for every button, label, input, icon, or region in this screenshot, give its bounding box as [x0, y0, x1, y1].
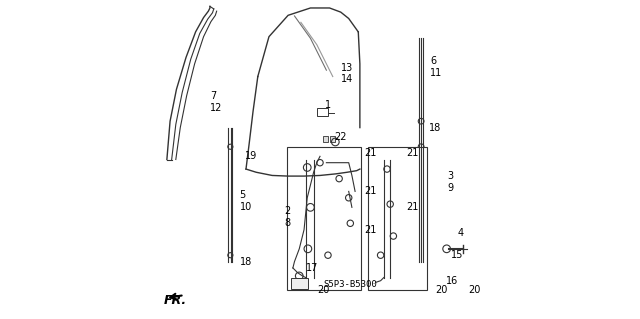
Text: 5
10: 5 10: [239, 190, 252, 212]
FancyBboxPatch shape: [291, 278, 308, 289]
Text: 19: 19: [245, 151, 257, 161]
Text: 4: 4: [457, 228, 463, 238]
Text: S5P3-B5300: S5P3-B5300: [323, 280, 377, 289]
Text: 1: 1: [324, 100, 331, 110]
Text: 20: 20: [468, 285, 481, 295]
Text: 15: 15: [451, 250, 463, 260]
Text: 13
14: 13 14: [340, 63, 353, 84]
Text: 20: 20: [435, 285, 447, 295]
Text: 2
8: 2 8: [284, 206, 291, 228]
Text: 21: 21: [406, 202, 419, 212]
FancyBboxPatch shape: [317, 108, 328, 116]
Text: 20: 20: [317, 285, 329, 295]
Text: 6
11: 6 11: [430, 56, 442, 78]
Text: 21: 21: [406, 148, 419, 158]
FancyBboxPatch shape: [368, 147, 427, 290]
Text: FR.: FR.: [163, 294, 186, 307]
Text: 22: 22: [334, 132, 347, 142]
Text: 16: 16: [446, 276, 458, 286]
Text: 18: 18: [239, 256, 252, 267]
FancyBboxPatch shape: [323, 136, 328, 142]
Text: 3
9: 3 9: [447, 171, 454, 193]
Text: 21: 21: [365, 186, 377, 197]
FancyBboxPatch shape: [330, 136, 335, 142]
Text: 7
12: 7 12: [210, 91, 222, 113]
Text: 18: 18: [428, 122, 441, 133]
FancyBboxPatch shape: [287, 147, 362, 290]
Text: 17: 17: [306, 263, 318, 273]
Text: 21: 21: [365, 148, 377, 158]
Text: 21: 21: [365, 225, 377, 235]
